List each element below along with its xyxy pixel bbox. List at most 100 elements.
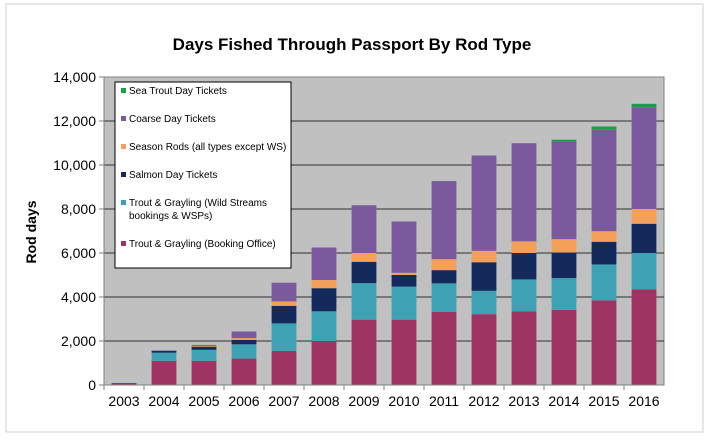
bar-segment xyxy=(391,286,417,320)
x-tick-label: 2016 xyxy=(628,393,659,409)
bar-segment xyxy=(111,383,137,384)
x-tick-label: 2009 xyxy=(348,393,379,409)
x-tick-label: 2005 xyxy=(188,393,219,409)
x-tick-label: 2004 xyxy=(148,393,179,409)
bar-segment xyxy=(271,301,297,306)
bar-segment xyxy=(151,352,177,361)
legend-label: Coarse Day Tickets xyxy=(129,114,216,125)
bar-segment xyxy=(351,319,377,385)
bar-segment xyxy=(591,241,617,265)
x-tick-label: 2010 xyxy=(388,393,419,409)
bar-segment xyxy=(431,311,457,385)
legend-label: Salmon Day Tickets xyxy=(129,170,217,181)
bar-segment xyxy=(631,103,657,108)
bar-segment xyxy=(231,339,257,345)
bar-segment xyxy=(151,360,177,385)
bar-segment xyxy=(551,278,577,310)
bar-segment xyxy=(311,288,337,312)
y-tick-label: 14,000 xyxy=(53,69,96,85)
y-tick-label: 10,000 xyxy=(53,157,96,173)
legend-box xyxy=(114,81,292,269)
legend-swatch xyxy=(121,172,126,177)
bar-segment xyxy=(391,221,417,273)
x-tick-label: 2008 xyxy=(308,393,339,409)
bar-segment xyxy=(591,231,617,242)
bar-segment xyxy=(551,239,577,253)
legend-label: Season Rods (all types except WS) xyxy=(129,142,286,153)
bar-segment xyxy=(191,349,217,361)
bar-segment xyxy=(511,241,537,253)
bar-segment xyxy=(591,264,617,301)
bar-segment xyxy=(111,383,137,385)
legend-swatch xyxy=(121,144,126,149)
y-tick-label: 4,000 xyxy=(61,289,96,305)
bar-segment xyxy=(551,252,577,279)
x-tick-label: 2006 xyxy=(228,393,259,409)
legend-swatch xyxy=(121,116,126,121)
bar-segment xyxy=(151,350,177,353)
bar-segment xyxy=(351,253,377,262)
legend-label: Trout & Grayling (Booking Office) xyxy=(129,239,276,250)
bar-segment xyxy=(551,309,577,385)
y-tick-label: 2,000 xyxy=(61,333,96,349)
legend-label: Trout & Grayling (Wild Streams xyxy=(129,198,267,209)
bar-segment xyxy=(431,259,457,271)
x-tick-label: 2013 xyxy=(508,393,539,409)
x-tick-label: 2014 xyxy=(548,393,579,409)
legend-swatch xyxy=(121,200,126,205)
legend: Sea Trout Day Tickets Coarse Day Tickets S… xyxy=(114,81,292,269)
bar-segment xyxy=(471,314,497,385)
bar-segment xyxy=(191,346,217,347)
bar-segment xyxy=(271,323,297,351)
bar-segment xyxy=(631,253,657,290)
bar-segment xyxy=(471,155,497,251)
bar-segment xyxy=(511,311,537,385)
bar-segment xyxy=(471,250,497,263)
bar-segment xyxy=(231,344,257,359)
bar-segment xyxy=(431,283,457,312)
bar-segment xyxy=(631,223,657,253)
bar-segment xyxy=(191,344,217,347)
bar-segment xyxy=(431,181,457,260)
bar-segment xyxy=(631,289,657,385)
y-tick-label: 6,000 xyxy=(61,245,96,261)
bar-segment xyxy=(591,300,617,385)
bar-segment xyxy=(231,331,257,339)
x-tick-label: 2011 xyxy=(429,393,459,409)
bar-segment xyxy=(191,360,217,385)
bar-segment xyxy=(511,253,537,280)
bar-segment xyxy=(391,272,417,275)
legend-label: Sea Trout Day Tickets xyxy=(129,86,227,97)
bar-segment xyxy=(191,346,217,350)
chart-title: Days Fished Through Passport By Rod Type xyxy=(173,35,532,54)
bar-segment xyxy=(551,139,577,142)
bar-segment xyxy=(391,319,417,385)
bar-segment xyxy=(231,338,257,340)
bar-segment xyxy=(311,247,337,281)
bar-segment xyxy=(551,141,577,240)
bar-segment xyxy=(271,305,297,324)
bar-segment xyxy=(271,350,297,385)
y-axis-label: Rod days xyxy=(23,200,39,263)
x-tick-label: 2012 xyxy=(468,393,499,409)
bar-segment xyxy=(511,279,537,312)
bar-segment xyxy=(471,262,497,291)
bar-segment xyxy=(391,275,417,287)
bar-segment xyxy=(311,280,337,289)
bar-segment xyxy=(471,290,497,315)
bar-segment xyxy=(151,350,177,351)
legend-swatch xyxy=(121,88,126,93)
y-tick-label: 0 xyxy=(88,377,96,393)
bar-segment xyxy=(631,107,657,209)
bar-segment xyxy=(351,283,377,320)
y-tick-label: 12,000 xyxy=(53,113,96,129)
bar-segment xyxy=(631,209,657,224)
y-tick-label: 8,000 xyxy=(61,201,96,217)
x-tick-label: 2003 xyxy=(108,393,139,409)
bar-segment xyxy=(311,311,337,341)
legend-label: bookings & WSPs) xyxy=(129,211,212,222)
bar-segment xyxy=(271,282,297,302)
legend-swatch xyxy=(121,241,126,246)
